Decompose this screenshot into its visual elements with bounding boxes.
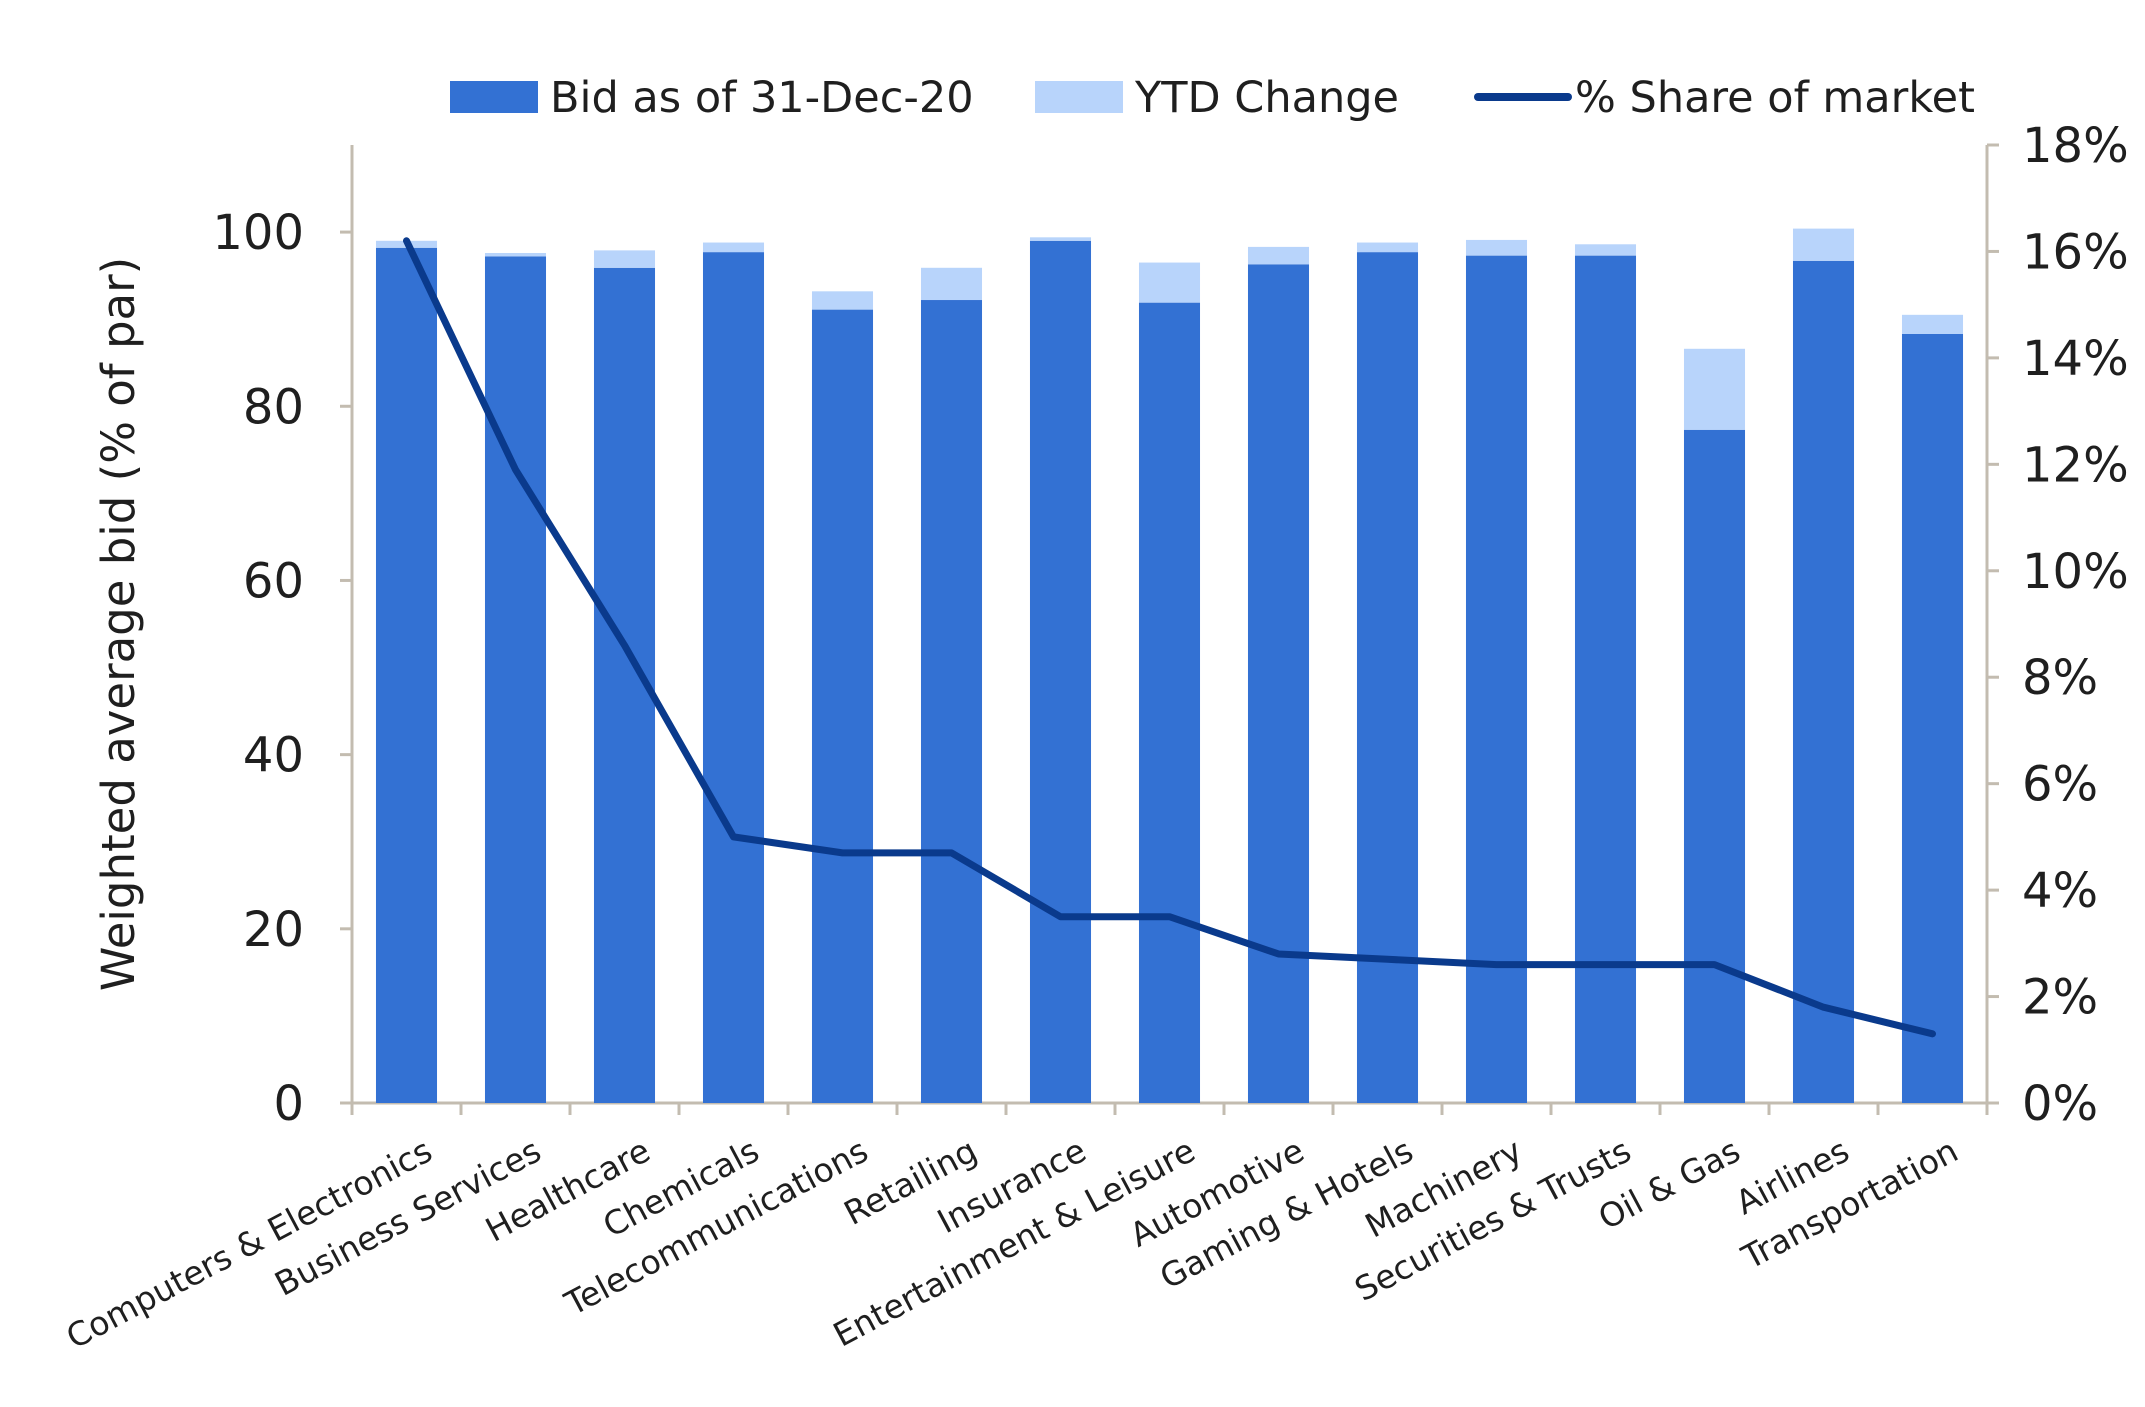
- bar-ytd-change: [1792, 228, 1855, 261]
- bar-bid: [375, 247, 438, 1103]
- y-axis-title: Weighted average bid (% of par): [92, 257, 145, 991]
- bar-bid: [920, 300, 983, 1103]
- left-tick-label: 0: [273, 1076, 304, 1132]
- legend-layer: Bid as of 31-Dec-20 YTD Change % Share of …: [450, 73, 1975, 123]
- right-tick-label: 6%: [2022, 757, 2098, 813]
- bar-ytd-change: [920, 267, 983, 301]
- right-tick-label: 8%: [2022, 650, 2098, 706]
- legend-label-bid: Bid as of 31-Dec-20: [550, 73, 974, 123]
- legend-label-share: % Share of market: [1575, 73, 1975, 123]
- right-tick-label: 0%: [2022, 1076, 2098, 1132]
- bar-ytd-change: [1356, 242, 1419, 253]
- bar-ytd-change: [593, 250, 656, 268]
- bar-ytd-change: [1574, 244, 1637, 256]
- bar-ytd-change: [811, 291, 874, 310]
- bar-bid: [1356, 252, 1419, 1103]
- bar-ytd-change: [1138, 262, 1201, 303]
- right-tick-label: 10%: [2022, 544, 2129, 600]
- left-tick-label: 100: [212, 205, 304, 261]
- bar-bid: [811, 309, 874, 1103]
- legend-swatch-ytd: [1035, 81, 1123, 113]
- right-tick-label: 12%: [2022, 437, 2129, 493]
- bar-bid: [484, 256, 547, 1104]
- bar-bid: [1247, 264, 1310, 1103]
- left-tick-label: 80: [243, 379, 304, 435]
- bar-bid: [1901, 333, 1964, 1103]
- legend-swatch-bid: [450, 81, 538, 113]
- right-tick-label: 18%: [2022, 118, 2129, 174]
- right-tick-label: 4%: [2022, 863, 2098, 919]
- bar-bid: [1465, 255, 1528, 1103]
- bar-bid: [702, 252, 765, 1103]
- left-tick-label: 20: [243, 902, 304, 958]
- bar-bid: [1792, 260, 1855, 1103]
- bar-bid: [1574, 255, 1637, 1103]
- bar-ytd-change: [702, 242, 765, 253]
- bar-bid: [1683, 429, 1746, 1104]
- market-share-line: [403, 237, 1936, 1038]
- left-tick-label: 40: [243, 728, 304, 784]
- bar-bid: [1138, 302, 1201, 1104]
- bar-ytd-change: [1901, 314, 1964, 334]
- right-tick-label: 14%: [2022, 331, 2129, 387]
- line-layer: [403, 237, 1936, 1038]
- right-tick-label: 2%: [2022, 970, 2098, 1026]
- bar-ytd-change: [1247, 246, 1310, 265]
- bar-ytd-change: [1029, 237, 1092, 241]
- bar-bid: [1029, 240, 1092, 1104]
- left-tick-label: 60: [243, 553, 304, 609]
- bar-ytd-change: [484, 252, 547, 257]
- bar-ytd-change: [1683, 348, 1746, 430]
- legend-label-ytd: YTD Change: [1134, 73, 1399, 123]
- bar-ytd-change: [1465, 239, 1528, 256]
- right-tick-label: 16%: [2022, 224, 2129, 280]
